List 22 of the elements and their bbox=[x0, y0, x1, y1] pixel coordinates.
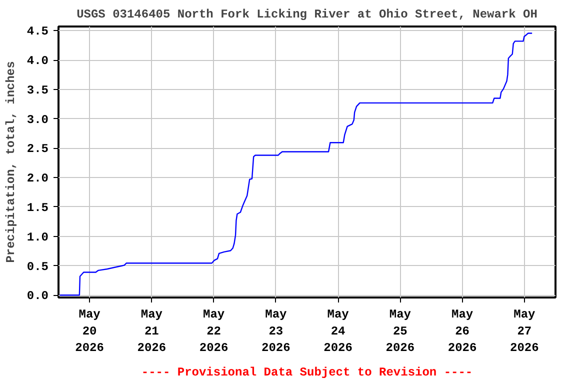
y-axis-title: Precipitation, total, inches bbox=[4, 61, 18, 263]
x-tick-label: May 25 2026 bbox=[386, 308, 415, 356]
x-tick-label: May 22 2026 bbox=[199, 308, 228, 356]
y-tick-label: 3.5 bbox=[26, 83, 49, 98]
x-tick-label: May 20 2026 bbox=[75, 308, 104, 356]
x-tick-label: May 24 2026 bbox=[324, 308, 352, 356]
text: ---- Provisional Data Subject to Revision ---- bbox=[141, 366, 473, 380]
y-tick-label: 3.0 bbox=[26, 112, 49, 127]
y-tick-label: 4.0 bbox=[26, 54, 49, 68]
chart-title: USGS 03146405 North Fork Licking River at Ohio Street, Newark OH bbox=[76, 8, 538, 22]
y-tick-label: 0.0 bbox=[26, 289, 49, 304]
x-tick-label: May 26 2026 bbox=[448, 308, 477, 356]
y-tick-label: 2.5 bbox=[26, 142, 49, 156]
x-tick-label: May 23 2026 bbox=[262, 308, 290, 356]
y-tick-label: 4.5 bbox=[26, 24, 49, 39]
y-tick-label: 0.5 bbox=[26, 260, 49, 274]
y-tick-label: 2.0 bbox=[26, 172, 49, 186]
x-tick-label: May 27 2026 bbox=[510, 308, 539, 356]
y-tick-label: 1.0 bbox=[26, 230, 49, 244]
line-series bbox=[59, 32, 533, 296]
y-tick-label: 1.5 bbox=[26, 200, 49, 215]
x-tick-label: May 21 2026 bbox=[137, 308, 166, 356]
